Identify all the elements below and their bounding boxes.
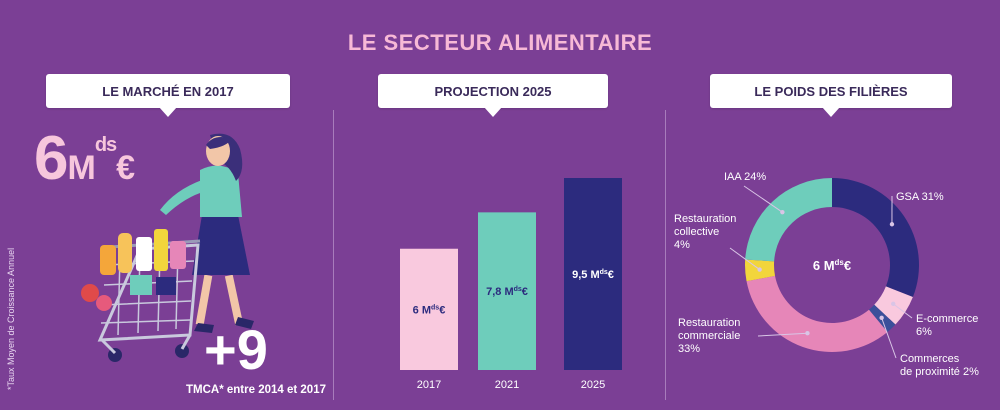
projection-header: PROJECTION 2025 [378, 74, 608, 117]
growth-value: +9 [204, 318, 268, 381]
donut-center-label: 6 Mds€ [813, 258, 851, 273]
market-amount-unit: M [67, 149, 95, 187]
donut-slice [832, 178, 919, 298]
leader-line [881, 317, 897, 359]
leader-line [757, 332, 808, 337]
bar-2025 [564, 178, 622, 370]
market-amount-currency: € [116, 149, 135, 187]
leader-dot [757, 267, 762, 272]
slice-label: GSA 31% [896, 191, 944, 203]
donut-slice [745, 178, 832, 262]
leader-line [892, 303, 913, 319]
leader-dot [780, 209, 785, 215]
market-amount: 6Mds€ [34, 128, 135, 190]
leader-dot [889, 222, 895, 227]
growth-caption: TMCA* entre 2014 et 2017 [186, 384, 326, 396]
leader-dot [805, 331, 810, 336]
leader-line [729, 247, 760, 270]
leader-dot [891, 301, 896, 307]
slice-label: Commerces de proximité 2% [900, 353, 979, 378]
weights-header-label: LE POIDS DES FILIÈRES [754, 83, 908, 99]
shopper-illustration [81, 133, 254, 362]
market-header-label: LE MARCHÉ EN 2017 [102, 83, 234, 99]
projection-header-label: PROJECTION 2025 [434, 83, 552, 99]
divider-left [333, 110, 334, 400]
bar-2017 [400, 248, 458, 370]
market-header: LE MARCHÉ EN 2017 [46, 74, 290, 117]
bar-data-label: 9,5 Mds€ [572, 269, 614, 281]
projection-bar-chart: 6 Mds€ 2017 7,8 Mds€ 2021 9,5 Mds€ 2025 [400, 178, 622, 391]
sector-donut-chart: 6 Mds€ GSA 31% E-commerce 6% Commerces de pro… [674, 171, 979, 378]
market-amount-sup: ds [94, 134, 117, 156]
donut-slice [746, 275, 888, 352]
slice-label: E-commerce 6% [916, 313, 978, 338]
leader-dot [879, 315, 884, 321]
slice-label: IAA 24% [724, 171, 766, 183]
slice-label: Restauration commerciale 33% [678, 317, 740, 355]
bar-category-label: 2025 [581, 379, 605, 391]
footnote: *Taux Moyen de Croissance Annuel [6, 247, 16, 390]
market-amount-value: 6 [34, 124, 68, 193]
bar-2021 [478, 212, 536, 370]
leader-line [743, 185, 783, 213]
divider-right [665, 110, 666, 400]
bar-category-label: 2021 [495, 379, 519, 391]
bar-data-label: 7,8 Mds€ [486, 286, 528, 298]
slice-label: Restauration collective 4% [674, 213, 736, 251]
bar-category-label: 2017 [417, 379, 441, 391]
bar-data-label: 6 Mds€ [413, 304, 446, 316]
weights-header: LE POIDS DES FILIÈRES [710, 74, 952, 117]
page-title: LE SECTEUR ALIMENTAIRE [347, 30, 653, 55]
